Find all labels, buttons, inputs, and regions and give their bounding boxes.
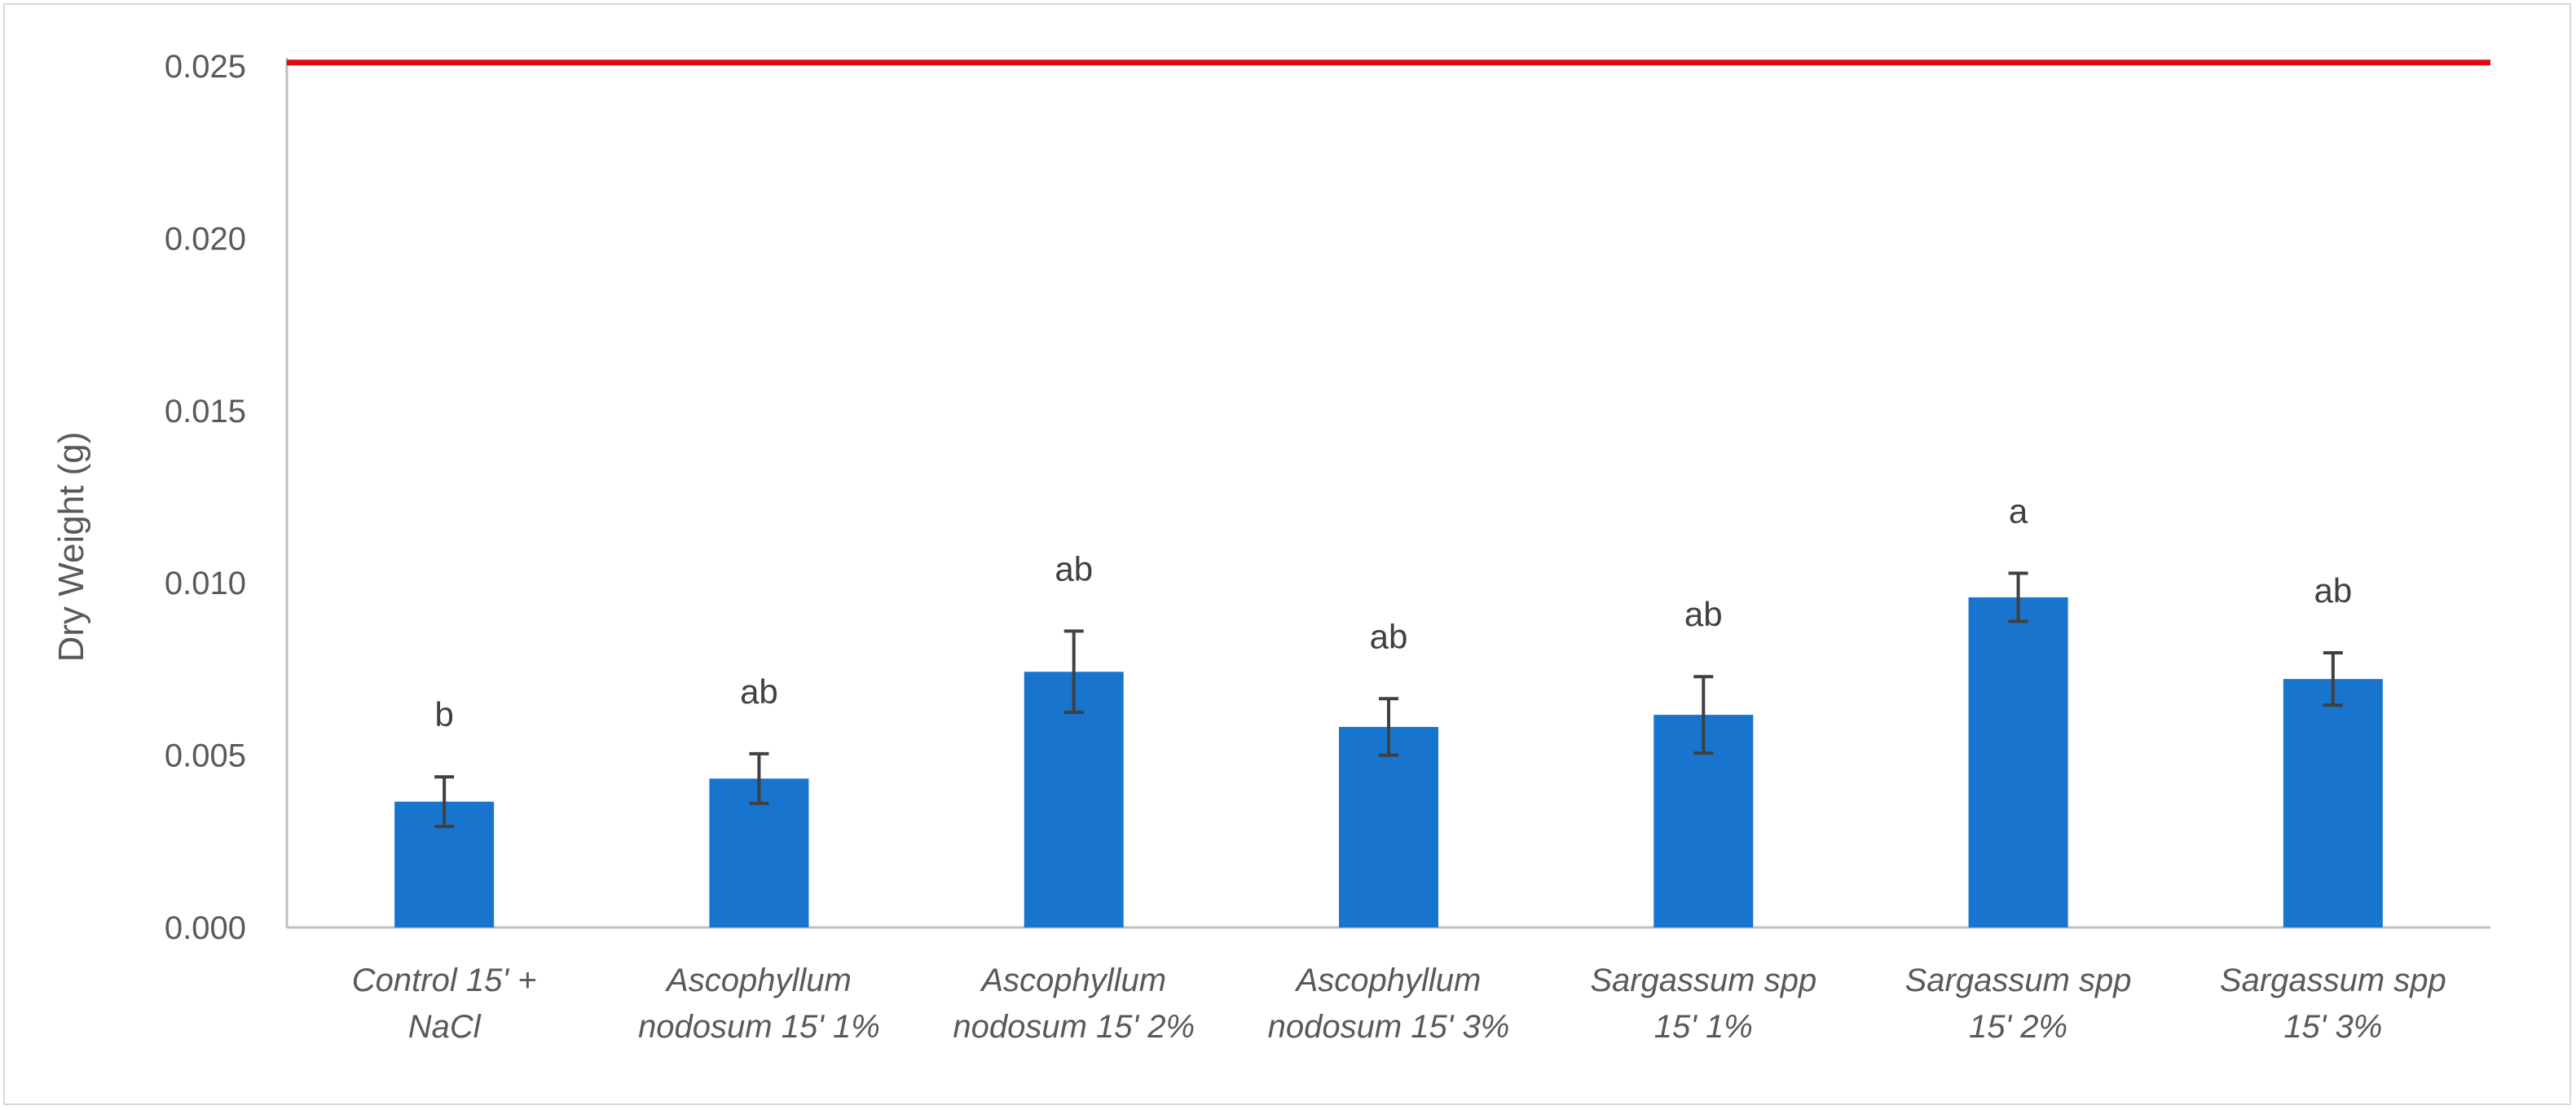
significance-labels: b ab ab ab ab a ab [434, 491, 2352, 733]
error-bar [1063, 629, 1084, 715]
y-tick-label: 0.025 [165, 49, 246, 85]
y-tick-labels: 0.000 0.005 0.010 0.015 0.020 0.025 [165, 49, 246, 946]
category-label-line: nodosum 15' 1% [638, 1009, 880, 1045]
category-label: Ascophyllum nodosum 15' 1% [638, 962, 880, 1045]
y-axis-title: Dry Weight (g) [51, 432, 91, 663]
significance-label: ab [1055, 549, 1093, 588]
error-bars [434, 571, 2343, 829]
significance-label: a [2009, 491, 2028, 530]
category-label-line: 15' 1% [1654, 1009, 1753, 1045]
bars [394, 597, 2383, 927]
bar-chart: Dry Weight (g) 0.000 0.005 0.010 0.015 0.020… [51, 49, 2490, 1045]
significance-label: ab [1370, 617, 1408, 655]
error-bar [434, 775, 455, 829]
error-bar [2323, 651, 2343, 707]
y-tick-label: 0.005 [165, 738, 246, 774]
bar [1339, 726, 1438, 927]
category-label-line: nodosum 15' 3% [1268, 1009, 1510, 1045]
y-tick-label: 0.010 [165, 566, 246, 601]
category-label: Sargassum spp 15' 2% [1905, 962, 2132, 1045]
bar [2283, 679, 2383, 927]
category-label: Sargassum spp 15' 1% [1590, 962, 1816, 1045]
y-tick-label: 0.015 [165, 394, 246, 429]
category-label-line: NaCl [408, 1009, 482, 1045]
significance-label: b [434, 695, 453, 733]
category-label: Control 15' + NaCl [352, 962, 537, 1045]
significance-label: ab [2314, 571, 2352, 610]
category-label: Ascophyllum nodosum 15' 2% [953, 962, 1195, 1045]
category-label-line: nodosum 15' 2% [953, 1009, 1195, 1045]
category-labels: Control 15' + NaCl Ascophyllum nodosum 15' … [352, 962, 2446, 1045]
error-bar [2008, 571, 2028, 623]
bar [1024, 672, 1124, 927]
error-bar [1693, 675, 1714, 755]
y-tick-label: 0.000 [165, 910, 246, 946]
bar [1968, 597, 2068, 927]
y-tick-label: 0.020 [165, 221, 246, 257]
category-label-line: 15' 2% [1969, 1009, 2067, 1045]
category-label: Ascophyllum nodosum 15' 3% [1268, 962, 1510, 1045]
error-bar [749, 751, 769, 805]
y-axis-title-group: Dry Weight (g) [51, 432, 91, 663]
category-label-line: Sargassum spp [1590, 962, 1816, 998]
chart-frame: Dry Weight (g) 0.000 0.005 0.010 0.015 0.020… [3, 3, 2571, 1105]
significance-label: ab [740, 672, 778, 711]
category-label-line: Ascophyllum [1295, 962, 1482, 998]
error-bar [1379, 697, 1398, 757]
category-label: Sargassum spp 15' 3% [2220, 962, 2446, 1045]
category-label-line: Control 15' + [352, 962, 537, 998]
category-label-line: Sargassum spp [2220, 962, 2446, 998]
significance-label: ab [1684, 595, 1723, 633]
category-label-line: Ascophyllum [980, 962, 1166, 998]
category-label-line: Ascophyllum [665, 962, 852, 998]
category-label-line: 15' 3% [2283, 1009, 2382, 1045]
category-label-line: Sargassum spp [1905, 962, 2132, 998]
